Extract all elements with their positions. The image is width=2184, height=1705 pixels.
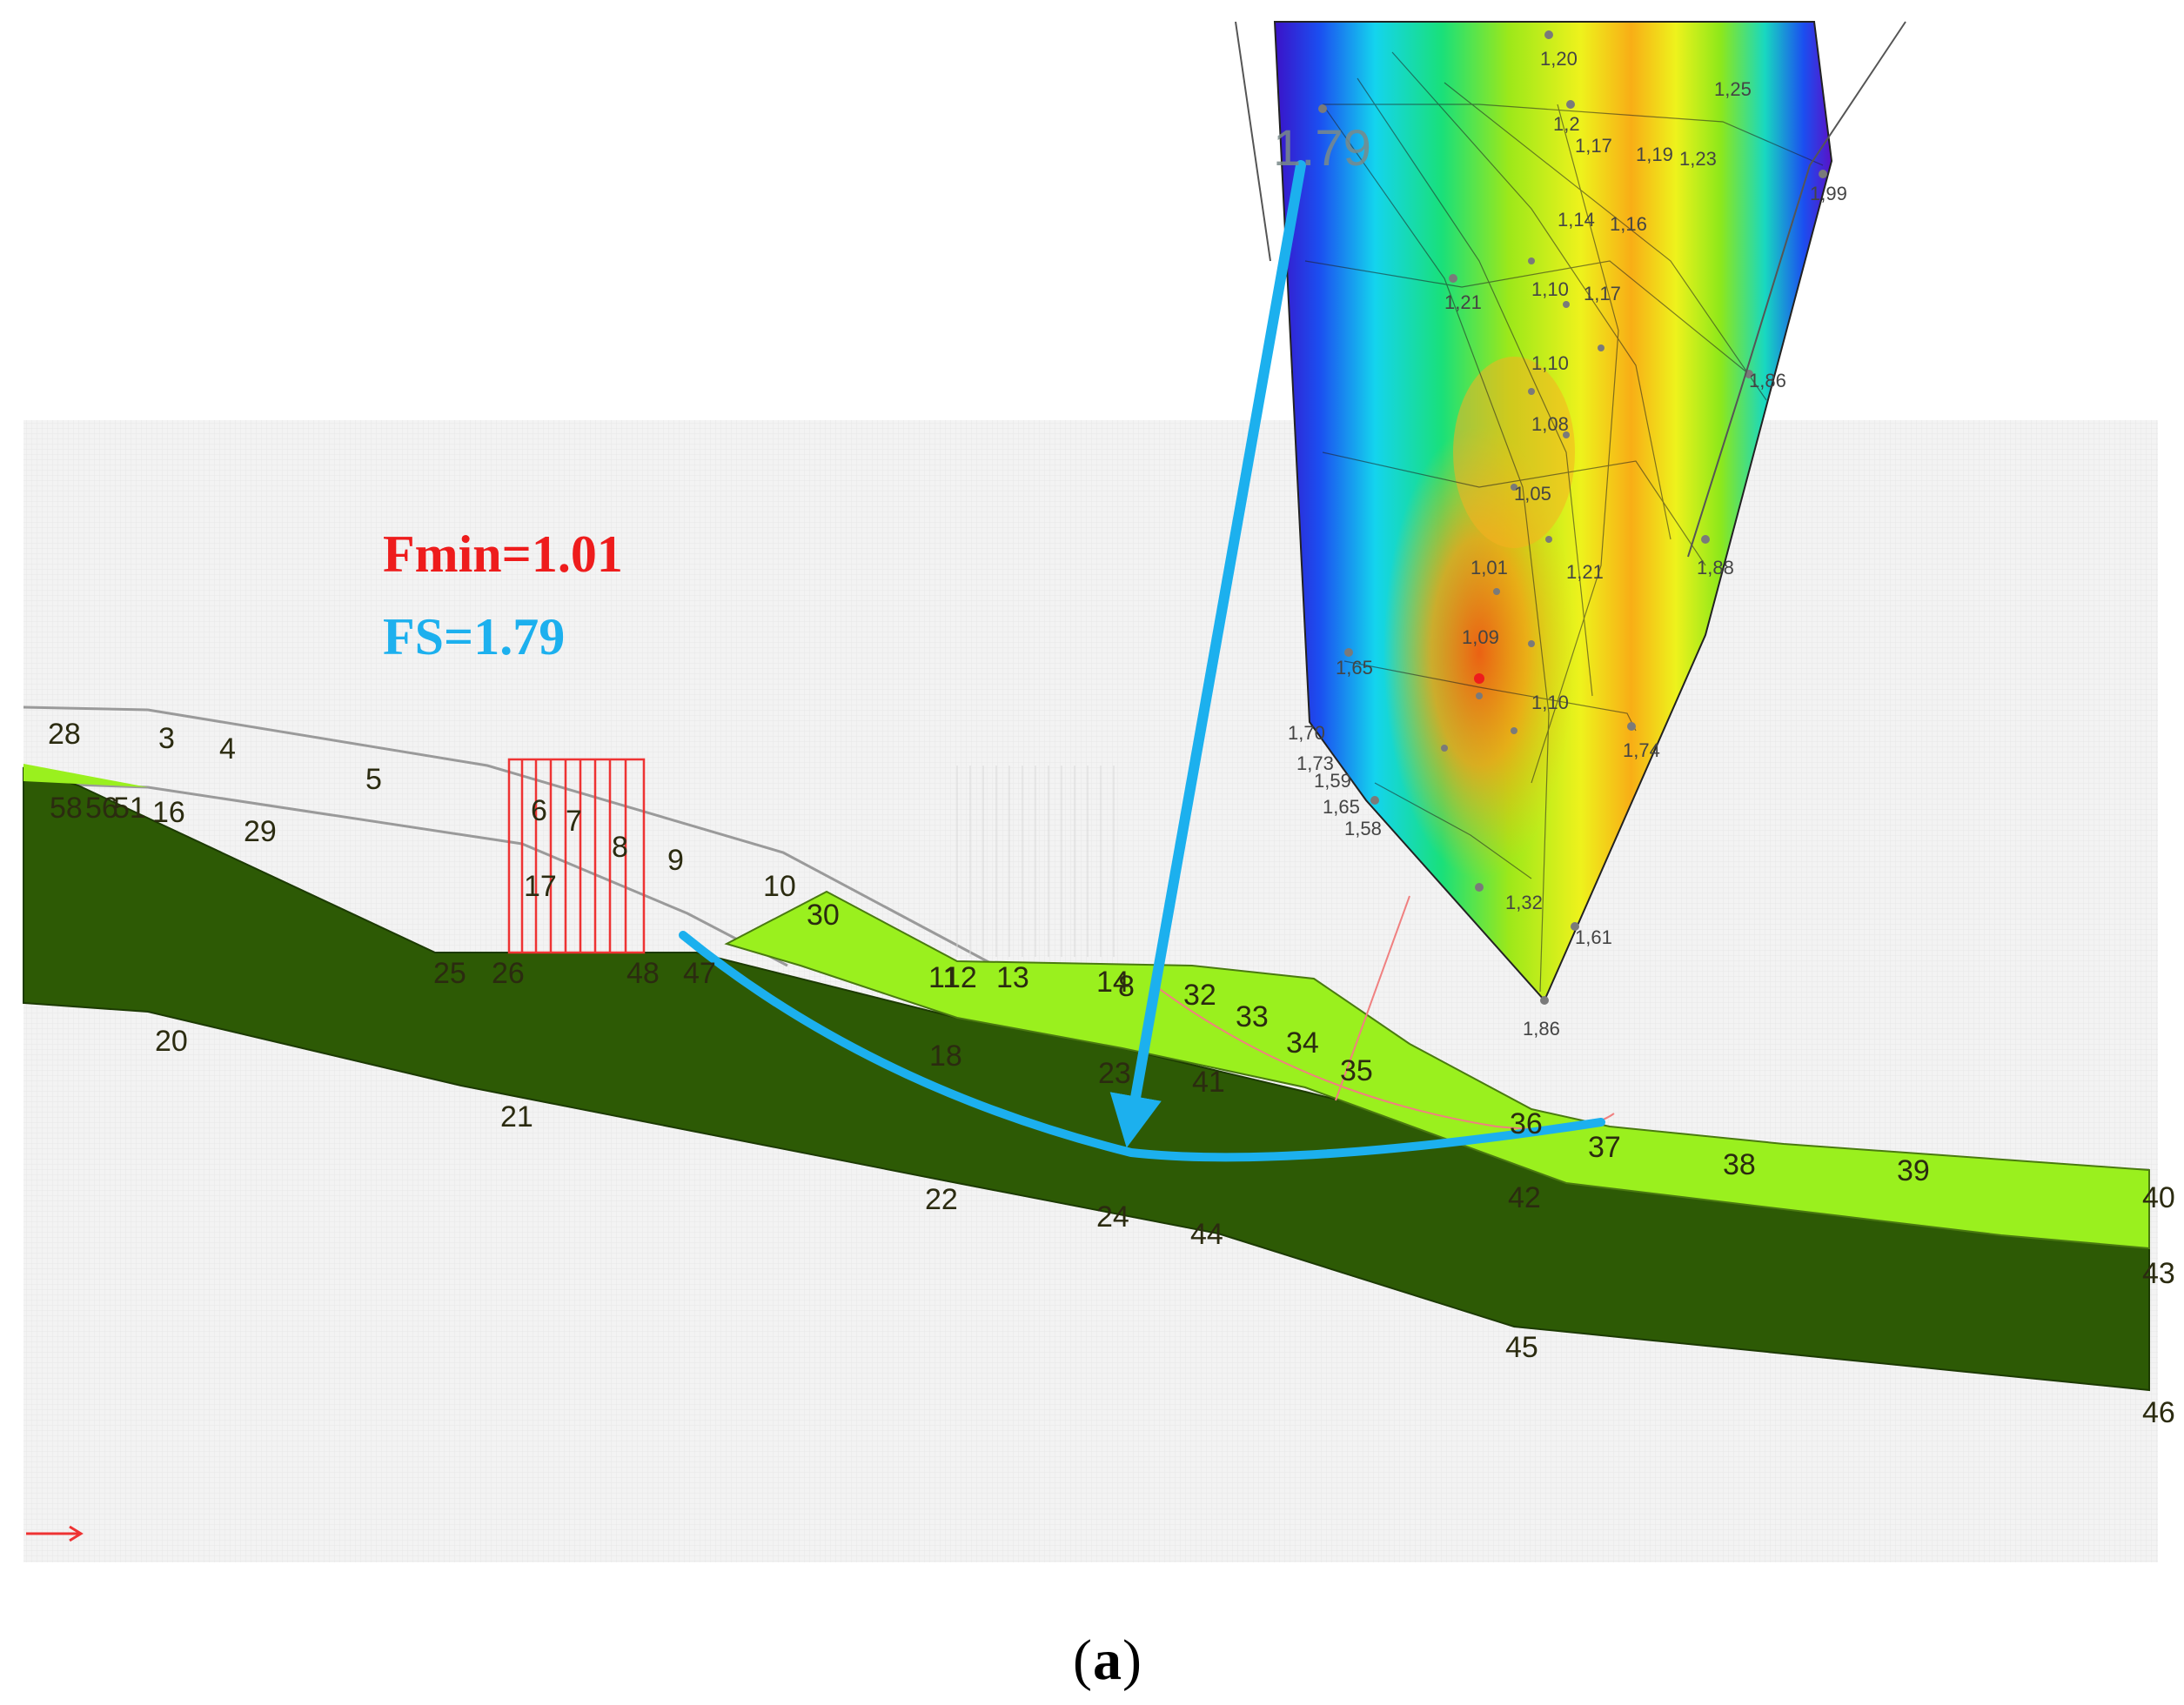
- node-label: 35: [1340, 1054, 1373, 1087]
- slope-soil-layer: [724, 890, 2150, 1250]
- node-label: 42: [1508, 1181, 1541, 1214]
- slice-grid: [507, 758, 646, 954]
- contour-label: 1,86: [1749, 370, 1786, 391]
- contour-labels: 1,20 1,2 1,17 1,19 1,23 1,25 1,99 1,14 1…: [1288, 48, 1847, 1040]
- fs-center-arrow: [1109, 160, 1306, 1148]
- node-label: 20: [155, 1025, 188, 1058]
- direction-arrow-icon: [26, 1525, 84, 1542]
- contour-label: 1,20: [1540, 48, 1578, 70]
- node-label: 8: [612, 831, 628, 864]
- node-label: 13: [996, 961, 1029, 994]
- node-label: 38: [1723, 1148, 1756, 1181]
- node-label: 51: [113, 792, 146, 825]
- contour-label: 1,58: [1344, 818, 1382, 839]
- node-label: 17: [524, 870, 557, 903]
- node-label: 28: [48, 718, 81, 751]
- node-label: 30: [807, 899, 840, 932]
- contour-label: 1,10: [1531, 352, 1569, 374]
- contour-label: 1,05: [1514, 483, 1551, 505]
- node-label: 7: [566, 805, 582, 838]
- node-label: 33: [1236, 1000, 1269, 1033]
- node-label: 36: [1510, 1107, 1543, 1140]
- node-label: 45: [1505, 1331, 1538, 1364]
- contour-label: 1,61: [1575, 926, 1612, 948]
- contour-label: 1,10: [1531, 278, 1569, 300]
- node-label: 3: [158, 722, 175, 755]
- contour-label: 1,08: [1531, 413, 1569, 435]
- node-label: 4: [219, 732, 236, 766]
- node-label: 40: [2142, 1181, 2175, 1214]
- node-label: 11: [928, 961, 959, 994]
- fmin-center-link: [1335, 895, 1410, 1101]
- node-label: 9: [667, 844, 684, 877]
- contour-label: 1,21: [1566, 561, 1604, 583]
- fs-contour-map: [1235, 21, 1906, 1005]
- node-label: 10: [763, 870, 796, 903]
- contour-label: 1,01: [1471, 557, 1508, 578]
- fmin-label: Fmin=1.01: [383, 525, 623, 583]
- caption-open-paren: (: [1073, 1628, 1092, 1692]
- contour-label: 1,16: [1610, 213, 1647, 235]
- fs-label: FS=1.79: [383, 608, 565, 665]
- figure-caption: ( a ): [1073, 1628, 1142, 1692]
- contour-label: 1,19: [1636, 144, 1673, 165]
- node-label: 24: [1096, 1200, 1129, 1234]
- contour-label: 1,59: [1314, 770, 1351, 792]
- contour-label: 1,86: [1523, 1018, 1560, 1040]
- node-label: 39: [1897, 1154, 1930, 1187]
- trial-center-label: 1.79: [1273, 120, 1371, 177]
- contour-label: 1,09: [1462, 626, 1499, 648]
- node-label: 25: [433, 957, 466, 990]
- node-label: 12: [944, 961, 977, 994]
- contour-label: 1,17: [1584, 283, 1621, 304]
- node-label: 6: [531, 794, 547, 827]
- node-label: 26: [492, 957, 525, 990]
- node-label: 58: [50, 792, 83, 825]
- node-label: 16: [152, 796, 185, 829]
- contour-label: 1,21: [1444, 291, 1482, 313]
- contour-label: 1,99: [1810, 183, 1847, 204]
- node-label: 18: [929, 1040, 962, 1073]
- node-labels: 28 3 4 5 58 56 51 16 29 6 7 8 9 17 10 30…: [48, 718, 2175, 1429]
- node-label: 44: [1190, 1218, 1223, 1251]
- node-label: 46: [2142, 1396, 2175, 1429]
- contour-label: 1,65: [1336, 657, 1373, 679]
- node-label: 34: [1286, 1026, 1319, 1060]
- contour-label: 1,17: [1575, 135, 1612, 157]
- node-label: 47: [683, 957, 716, 990]
- caption-letter: a: [1093, 1628, 1122, 1692]
- fs-slip-surface: [679, 931, 1605, 1162]
- left-soil-strip: [23, 764, 148, 787]
- node-label: 56: [85, 792, 118, 825]
- node-label: 29: [244, 815, 277, 848]
- contour-label: 1,70: [1288, 722, 1325, 744]
- node-label: 43: [2142, 1257, 2175, 1290]
- node-label: 23: [1098, 1057, 1131, 1090]
- contour-label: 1,23: [1679, 148, 1717, 170]
- contour-label: 1,14: [1558, 209, 1595, 231]
- node-label: 14: [1096, 966, 1129, 999]
- contour-label: 1,25: [1714, 78, 1752, 100]
- contour-label: 1,10: [1531, 692, 1569, 713]
- node-label: 41: [1192, 1066, 1225, 1099]
- node-label: 5: [365, 763, 382, 796]
- contour-label: 1,2: [1553, 113, 1580, 135]
- caption-close-paren: ): [1122, 1628, 1142, 1692]
- node-label: 32: [1183, 979, 1216, 1012]
- contour-label: 1,73: [1296, 752, 1334, 774]
- node-label: 8: [1118, 970, 1135, 1003]
- faint-slice-zone: [956, 766, 1115, 957]
- contour-label: 1,65: [1323, 796, 1360, 818]
- node-label: 22: [925, 1183, 958, 1216]
- node-label: 21: [500, 1100, 533, 1133]
- node-label: 48: [626, 957, 660, 990]
- contour-label: 1,32: [1505, 892, 1543, 913]
- node-label: 37: [1588, 1131, 1621, 1164]
- contour-label: 1,88: [1697, 557, 1734, 578]
- contour-label: 1,74: [1623, 739, 1660, 761]
